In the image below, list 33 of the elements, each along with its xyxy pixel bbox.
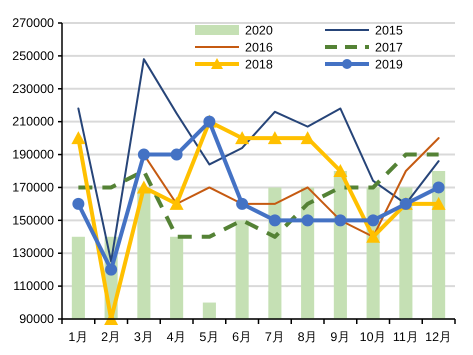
legend-label: 2020 — [245, 24, 273, 38]
point — [71, 131, 86, 144]
x-tick-label: 3月 — [134, 330, 154, 344]
y-tick-label: 170000 — [12, 180, 54, 194]
legend-label: 2018 — [245, 58, 273, 72]
x-tick-label: 12月 — [425, 330, 452, 344]
x-tick-label: 11月 — [392, 330, 419, 344]
x-tick-label: 5月 — [199, 330, 220, 344]
y-tick-label: 90000 — [19, 312, 54, 326]
legend-label: 2019 — [375, 58, 403, 72]
point — [300, 131, 315, 144]
y-tick-label: 270000 — [12, 16, 54, 30]
x-tick-label: 9月 — [330, 330, 350, 344]
point — [105, 264, 118, 276]
legend-label: 2015 — [375, 24, 403, 38]
y-tick-label: 110000 — [13, 279, 54, 294]
x-tick-label: 8月 — [298, 330, 318, 344]
x-tick-label: 6月 — [232, 330, 252, 344]
x-tick-label: 2月 — [101, 330, 122, 344]
point — [235, 131, 250, 144]
y-tick-label: 150000 — [12, 213, 54, 228]
legend-label: 2016 — [245, 40, 273, 54]
x-tick-label: 10月 — [360, 330, 387, 344]
y-tick-label: 190000 — [12, 148, 54, 162]
y-tick-label: 250000 — [12, 48, 54, 63]
x-tick-label: 1月 — [68, 330, 88, 344]
y-tick-label: 230000 — [12, 82, 54, 96]
x-tick-label: 7月 — [264, 330, 285, 344]
point — [268, 131, 282, 144]
legend-label: 2017 — [375, 40, 403, 54]
x-tick-label: 4月 — [166, 330, 187, 344]
y-tick-label: 130000 — [12, 246, 54, 260]
y-tick-label: 210000 — [12, 114, 54, 129]
